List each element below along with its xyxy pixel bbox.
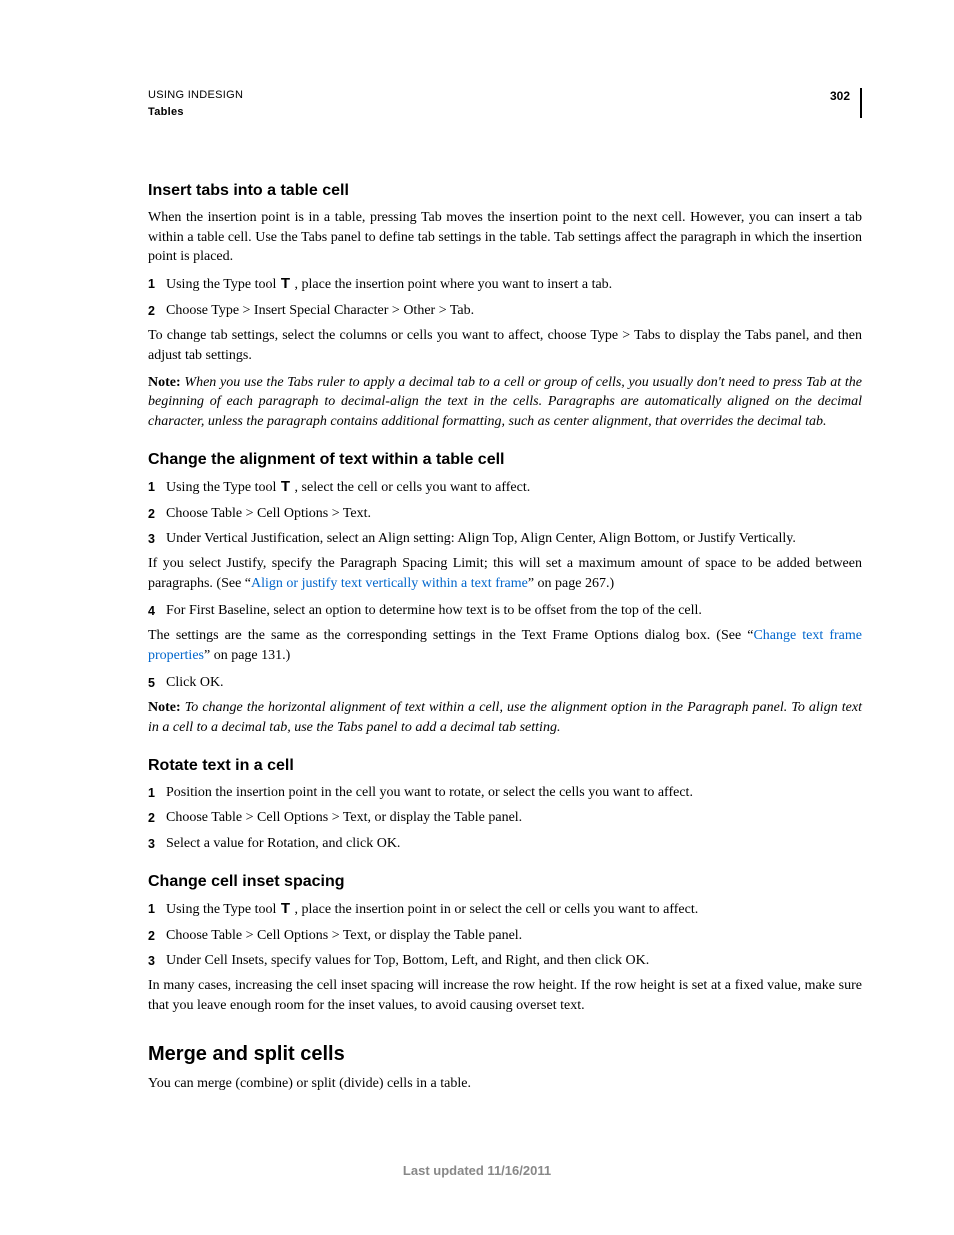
s4-step2: 2 Choose Table > Cell Options > Text, or… bbox=[148, 926, 862, 945]
s5-para: You can merge (combine) or split (divide… bbox=[148, 1074, 862, 1093]
heading-change-alignment: Change the alignment of text within a ta… bbox=[148, 449, 862, 471]
s3-step1: 1 Position the insertion point in the ce… bbox=[148, 783, 862, 802]
s2-step1b: , select the cell or cells you want to a… bbox=[291, 480, 530, 495]
s1-note: Note: When you use the Tabs ruler to app… bbox=[148, 373, 862, 431]
step-text: Choose Table > Cell Options > Text, or d… bbox=[166, 808, 862, 827]
step-text: Choose Table > Cell Options > Text, or d… bbox=[166, 926, 862, 945]
step-number: 5 bbox=[148, 673, 166, 692]
s4-step3: 3 Under Cell Insets, specify values for … bbox=[148, 951, 862, 970]
s2-para2a: The settings are the same as the corresp… bbox=[148, 628, 753, 643]
s1-step1a: Using the Type tool bbox=[166, 277, 280, 292]
s2-step1a: Using the Type tool bbox=[166, 480, 280, 495]
s4-para: In many cases, increasing the cell inset… bbox=[148, 976, 862, 1015]
type-tool-icon: T bbox=[280, 477, 291, 498]
s3-step3: 3 Select a value for Rotation, and click… bbox=[148, 834, 862, 853]
step-number: 1 bbox=[148, 274, 166, 295]
s2-step1: 1 Using the Type tool T , select the cel… bbox=[148, 477, 862, 498]
step-text: Choose Table > Cell Options > Text. bbox=[166, 504, 862, 523]
step-text: Click OK. bbox=[166, 673, 862, 692]
heading-insert-tabs: Insert tabs into a table cell bbox=[148, 180, 862, 202]
step-number: 1 bbox=[148, 899, 166, 920]
step-number: 2 bbox=[148, 504, 166, 523]
s2-para1b: ” on page 267.) bbox=[528, 576, 614, 591]
footer-updated: Last updated 11/16/2011 bbox=[0, 1162, 954, 1180]
step-number: 1 bbox=[148, 477, 166, 498]
doc-section: Tables bbox=[148, 105, 243, 120]
header-left: USING INDESIGN Tables bbox=[148, 88, 243, 120]
s2-para1: If you select Justify, specify the Parag… bbox=[148, 554, 862, 593]
step-text: Position the insertion point in the cell… bbox=[166, 783, 862, 802]
step-number: 3 bbox=[148, 951, 166, 970]
s1-step1b: , place the insertion point where you wa… bbox=[291, 277, 612, 292]
type-tool-icon: T bbox=[280, 899, 291, 920]
s1-intro: When the insertion point is in a table, … bbox=[148, 208, 862, 266]
step-number: 2 bbox=[148, 926, 166, 945]
s2-para2b: ” on page 131.) bbox=[204, 648, 290, 663]
s3-step2: 2 Choose Table > Cell Options > Text, or… bbox=[148, 808, 862, 827]
step-text: Under Vertical Justification, select an … bbox=[166, 529, 862, 548]
s2-step2: 2 Choose Table > Cell Options > Text. bbox=[148, 504, 862, 523]
s1-step1: 1 Using the Type tool T , place the inse… bbox=[148, 274, 862, 295]
s4-step1: 1 Using the Type tool T , place the inse… bbox=[148, 899, 862, 920]
page-number: 302 bbox=[830, 88, 860, 118]
heading-rotate-text: Rotate text in a cell bbox=[148, 755, 862, 777]
step-text: Using the Type tool T , select the cell … bbox=[166, 477, 862, 498]
type-tool-icon: T bbox=[280, 274, 291, 295]
s4-step1b: , place the insertion point in or select… bbox=[291, 902, 698, 917]
step-number: 4 bbox=[148, 601, 166, 620]
s1-para2: To change tab settings, select the colum… bbox=[148, 326, 862, 365]
s1-step2: 2 Choose Type > Insert Special Character… bbox=[148, 301, 862, 320]
s2-note: Note: To change the horizontal alignment… bbox=[148, 698, 862, 737]
page-number-block: 302 bbox=[830, 88, 862, 118]
step-text: Using the Type tool T , place the insert… bbox=[166, 899, 862, 920]
step-text: Choose Type > Insert Special Character >… bbox=[166, 301, 862, 320]
step-number: 2 bbox=[148, 808, 166, 827]
note-text: To change the horizontal alignment of te… bbox=[148, 700, 862, 734]
note-label: Note: bbox=[148, 700, 181, 715]
step-number: 1 bbox=[148, 783, 166, 802]
s2-step5: 5 Click OK. bbox=[148, 673, 862, 692]
heading-merge-split: Merge and split cells bbox=[148, 1041, 862, 1069]
s2-step4: 4 For First Baseline, select an option t… bbox=[148, 601, 862, 620]
page-rule bbox=[860, 88, 862, 118]
s2-step3: 3 Under Vertical Justification, select a… bbox=[148, 529, 862, 548]
link-align-justify[interactable]: Align or justify text vertically within … bbox=[251, 576, 528, 591]
s2-para2: The settings are the same as the corresp… bbox=[148, 626, 862, 665]
step-number: 3 bbox=[148, 529, 166, 548]
step-text: For First Baseline, select an option to … bbox=[166, 601, 862, 620]
doc-title: USING INDESIGN bbox=[148, 88, 243, 103]
step-text: Using the Type tool T , place the insert… bbox=[166, 274, 862, 295]
note-text: When you use the Tabs ruler to apply a d… bbox=[148, 375, 862, 429]
step-text: Select a value for Rotation, and click O… bbox=[166, 834, 862, 853]
note-label: Note: bbox=[148, 375, 181, 390]
step-number: 2 bbox=[148, 301, 166, 320]
heading-cell-inset: Change cell inset spacing bbox=[148, 871, 862, 893]
step-number: 3 bbox=[148, 834, 166, 853]
s4-step1a: Using the Type tool bbox=[166, 902, 280, 917]
page-header: USING INDESIGN Tables 302 bbox=[148, 88, 862, 120]
step-text: Under Cell Insets, specify values for To… bbox=[166, 951, 862, 970]
